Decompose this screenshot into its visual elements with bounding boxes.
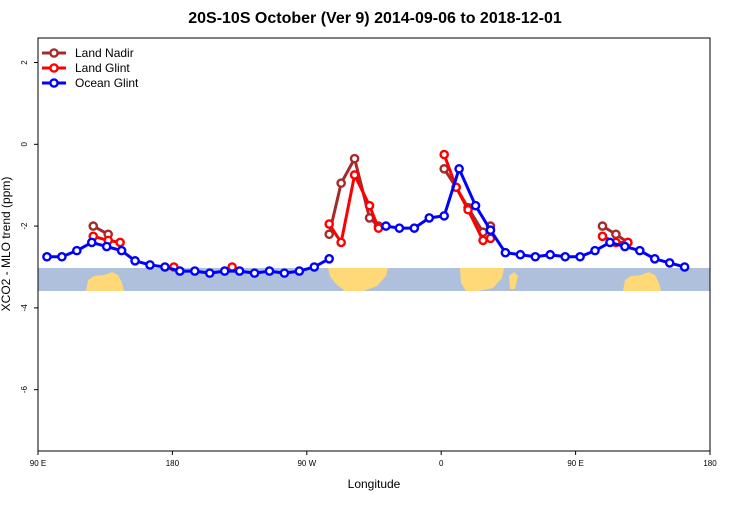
y-tick-label: 2 [20, 60, 29, 65]
data-point-ocean-glint [279, 268, 290, 278]
legend-marker-land-nadir [49, 48, 59, 58]
data-point-land-glint [478, 235, 488, 246]
data-point-ocean-glint [160, 262, 170, 272]
data-point-ocean-glint [620, 241, 630, 252]
data-point-ocean-glint [605, 237, 615, 248]
data-point-ocean-glint [381, 221, 391, 231]
data-point-ocean-glint [515, 249, 526, 260]
data-point-ocean-glint [424, 213, 435, 223]
data-point-ocean-glint [264, 266, 275, 276]
legend-marker-ocean-glint [49, 78, 59, 88]
data-point-ocean-glint [219, 266, 230, 276]
data-point-ocean-glint [454, 164, 464, 174]
land-patch-madagascar [509, 272, 518, 289]
data-point-land-glint [364, 200, 375, 211]
data-point-ocean-glint [130, 256, 140, 266]
data-point-ocean-glint [635, 245, 645, 256]
data-point-land-glint [597, 231, 608, 242]
data-point-ocean-glint [101, 241, 112, 252]
x-tick-label: 0 [439, 459, 444, 468]
axes: 90 E 180 90 W 0 90 E 180 2 0 -2 -4 -6 [20, 60, 717, 468]
series-line-land-nadir [442, 168, 492, 234]
data-point-land-nadir [439, 164, 449, 174]
x-tick-label: 90 E [30, 459, 46, 468]
data-point-ocean-glint [679, 262, 690, 272]
y-axis-label: XCO2 - MLO trend (ppm) [0, 177, 13, 312]
data-point-land-glint [373, 223, 384, 233]
legend-label-land-nadir: Land Nadir [75, 46, 134, 60]
data-point-land-glint [349, 170, 360, 180]
data-point-land-nadir [349, 153, 360, 164]
data-point-ocean-glint [575, 251, 585, 262]
series-line-land-nadir [327, 157, 380, 235]
data-point-ocean-glint [500, 247, 511, 258]
data-point-ocean-glint [57, 251, 67, 262]
data-point-ocean-glint [309, 262, 320, 272]
y-tick-label: -4 [20, 304, 29, 312]
plot-frame [37, 37, 711, 452]
data-point-land-nadir [597, 221, 608, 231]
data-point-ocean-glint [86, 237, 97, 248]
data-point-ocean-glint [560, 251, 570, 262]
data-point-ocean-glint [439, 211, 449, 221]
land-ocean-map-strip [38, 268, 710, 291]
data-point-land-glint [463, 204, 473, 215]
data-point-land-glint [336, 237, 346, 248]
data-point-land-glint [324, 219, 335, 229]
series-layer [42, 149, 690, 278]
data-point-land-glint [439, 149, 449, 160]
chart-title: 20S-10S October (Ver 9) 2014-09-06 to 20… [188, 10, 562, 27]
series-ocean-glint [42, 164, 690, 278]
data-point-ocean-glint [324, 254, 335, 264]
data-point-ocean-glint [649, 254, 660, 264]
data-point-ocean-glint [545, 249, 556, 260]
x-tick-label: 180 [703, 459, 717, 468]
data-point-ocean-glint [485, 225, 496, 235]
land-patch-australia [86, 272, 124, 291]
data-point-land-nadir [336, 178, 346, 188]
data-point-ocean-glint [116, 245, 127, 256]
data-point-land-nadir [88, 221, 99, 231]
x-axis-label: Longitude [348, 477, 401, 491]
data-point-ocean-glint [234, 266, 245, 276]
data-point-land-nadir [324, 229, 335, 240]
land-patch-australia-repeat [623, 272, 661, 291]
x-tick-label: 90 W [297, 459, 316, 468]
data-point-land-nadir [611, 229, 621, 240]
legend-label-ocean-glint: Ocean Glint [75, 76, 139, 90]
data-point-ocean-glint [394, 223, 405, 233]
x-tick-label: 180 [166, 459, 180, 468]
y-tick-label: -6 [20, 386, 29, 394]
data-point-ocean-glint [590, 245, 600, 256]
data-point-ocean-glint [664, 258, 675, 268]
data-point-ocean-glint [42, 251, 52, 262]
data-point-ocean-glint [204, 268, 215, 278]
data-point-ocean-glint [294, 266, 305, 276]
data-point-ocean-glint [249, 268, 260, 278]
y-tick-label: -2 [20, 222, 29, 230]
data-point-land-glint [115, 237, 125, 248]
data-point-ocean-glint [72, 245, 82, 256]
data-point-ocean-glint [470, 200, 481, 211]
legend-label-land-glint: Land Glint [75, 61, 130, 75]
data-point-ocean-glint [175, 266, 185, 276]
data-point-ocean-glint [409, 223, 420, 233]
data-point-ocean-glint [145, 260, 155, 270]
data-point-ocean-glint [530, 251, 541, 262]
data-point-ocean-glint [189, 266, 200, 276]
legend-marker-land-glint [49, 63, 59, 73]
series-land-nadir [88, 153, 633, 248]
data-point-land-glint [227, 262, 237, 272]
land-patch-africa [460, 268, 504, 291]
x-tick-label: 90 E [567, 459, 583, 468]
land-patch-south-america [328, 268, 388, 291]
y-tick-label: 0 [20, 142, 29, 147]
